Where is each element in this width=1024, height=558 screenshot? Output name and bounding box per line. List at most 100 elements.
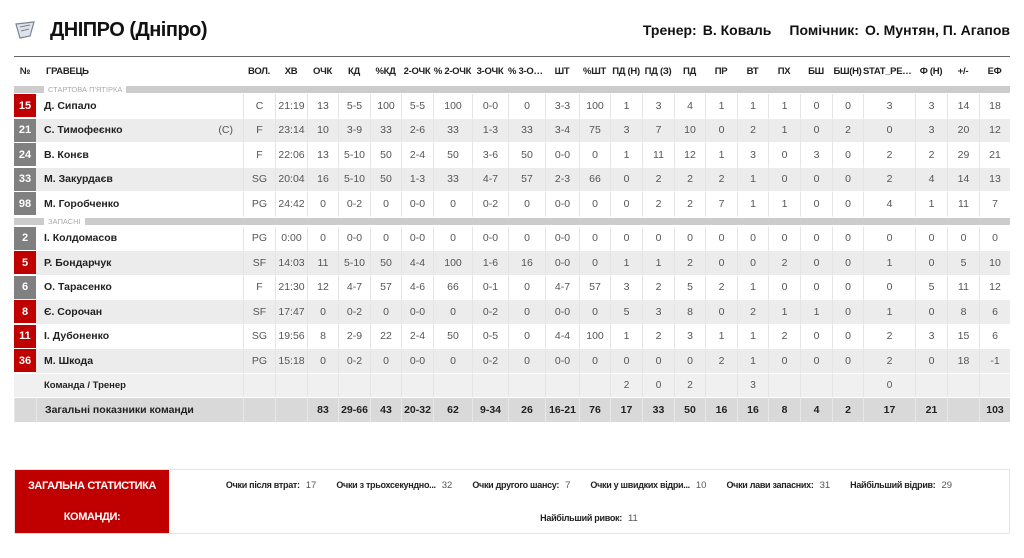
- player-name[interactable]: Д. Сипало: [44, 99, 97, 112]
- player-row[interactable]: 21 С. Тимофеєнко (C) F 23:14 10 3-9 33 2-6 33 1-3 3…: [14, 118, 1010, 143]
- column-header[interactable]: ПД (З): [644, 65, 672, 77]
- column-header[interactable]: STAT_PERS...: [863, 65, 915, 77]
- team-stats-list: Очки після втрат: 17 Очки з трьохсекундно.…: [169, 470, 1009, 533]
- player-number-cell: 98: [14, 192, 36, 217]
- player-name[interactable]: Р. Бондарчук: [44, 256, 112, 269]
- stat-cell: 0: [579, 349, 610, 374]
- stat-cell: F: [243, 118, 275, 143]
- stat-cell: 0: [768, 349, 800, 374]
- column-header[interactable]: %ШТ: [583, 65, 606, 77]
- column-header[interactable]: ВОЛ.: [248, 65, 270, 77]
- column-header[interactable]: ХВ: [284, 65, 298, 77]
- player-name-cell[interactable]: Є. Сорочан: [36, 300, 243, 325]
- player-name-cell[interactable]: М. Горобченко: [36, 192, 243, 217]
- player-name-cell[interactable]: Д. Сипало: [36, 94, 243, 119]
- stat-cell: 7: [642, 118, 674, 143]
- stat-cell: 0: [863, 275, 915, 300]
- stat-cell: 2: [832, 398, 863, 423]
- column-header[interactable]: №: [19, 65, 31, 77]
- player-row[interactable]: 6 О. Тарасенко F 21:30 12 4-7 57 4-6 66 0-1 0 4-7 57…: [14, 275, 1010, 300]
- player-name[interactable]: С. Тимофеєнко: [44, 124, 123, 137]
- player-name[interactable]: І. Колдомасов: [44, 232, 118, 245]
- column-header[interactable]: ПР: [714, 65, 728, 77]
- player-name-cell[interactable]: В. Конєв: [36, 143, 243, 168]
- player-row[interactable]: 5 Р. Бондарчук SF 14:03 11 5-10 50 4-4 100 1-6 16 0…: [14, 251, 1010, 276]
- column-header[interactable]: %КД: [375, 65, 396, 77]
- player-row[interactable]: 11 І. Дубоненко SG 19:56 8 2-9 22 2-4 50 0-5 0 4-4 1…: [14, 324, 1010, 349]
- column-header[interactable]: ПД (Н): [612, 65, 640, 77]
- player-name-cell[interactable]: Р. Бондарчук: [36, 251, 243, 276]
- stat-cell: 8: [307, 324, 338, 349]
- player-number-cell: 5: [14, 251, 36, 276]
- stat-cell: 0: [508, 300, 545, 325]
- stat-cell: 4: [863, 192, 915, 217]
- stat-cell: 0: [370, 226, 401, 251]
- stat-cell: 0-0: [338, 226, 370, 251]
- stat-cell: 16-21: [545, 398, 579, 423]
- player-name[interactable]: Є. Сорочан: [44, 305, 103, 318]
- stat-cell: 0-0: [401, 192, 433, 217]
- player-row[interactable]: 8 Є. Сорочан SF 17:47 0 0-2 0 0-0 0 0-2 0 0-0 0 5 3 8 0 2…: [14, 300, 1010, 325]
- column-header[interactable]: БШ(Н): [833, 65, 862, 77]
- column-header[interactable]: +/-: [957, 65, 969, 77]
- stat-cell: 0: [508, 94, 545, 119]
- player-name[interactable]: М. Горобченко: [44, 197, 120, 210]
- stat-cell: [579, 373, 610, 398]
- stat-cell: 4-6: [401, 275, 433, 300]
- stat-cell: 0-2: [472, 300, 508, 325]
- column-header[interactable]: ЕФ: [987, 65, 1002, 77]
- column-header[interactable]: 3-ОЧК: [476, 65, 504, 77]
- player-row[interactable]: 33 М. Закурдаєв SG 20:04 16 5-10 50 1-3 33 4-7 57 2…: [14, 167, 1010, 192]
- stat-cell: 17:47: [275, 300, 307, 325]
- player-name-cell[interactable]: С. Тимофеєнко (C): [36, 118, 243, 143]
- stat-cell: 5: [915, 275, 947, 300]
- stat-cell: 11: [947, 192, 979, 217]
- stat-cell: 3: [800, 143, 832, 168]
- player-name-cell[interactable]: М. Закурдаєв: [36, 167, 243, 192]
- player-row[interactable]: 24 В. Конєв F 22:06 13 5-10 50 2-4 50 3-6 50 0-0 0 1 1…: [14, 143, 1010, 168]
- player-name-cell[interactable]: І. Дубоненко: [36, 324, 243, 349]
- player-name[interactable]: О. Тарасенко: [44, 281, 112, 294]
- player-row[interactable]: 98 М. Горобченко PG 24:42 0 0-2 0 0-0 0 0-2 0 0-0 0 0…: [14, 192, 1010, 217]
- column-header[interactable]: ПД: [683, 65, 696, 77]
- column-header[interactable]: ГРАВЕЦЬ: [46, 65, 89, 77]
- column-header[interactable]: ШТ: [554, 65, 570, 77]
- team-stats-label: ЗАГАЛЬНА СТАТИСТИКА КОМАНДИ:: [15, 470, 169, 533]
- player-number-cell: 8: [14, 300, 36, 325]
- column-header[interactable]: Ф (Н): [919, 65, 943, 77]
- stat-cell: 0-0: [545, 300, 579, 325]
- stat-cell: 2: [642, 324, 674, 349]
- column-header[interactable]: 2-ОЧК: [403, 65, 431, 77]
- stat-cell: 0-0: [401, 349, 433, 374]
- player-name[interactable]: М. Шкода: [44, 354, 94, 367]
- stat-cell: 15:18: [275, 349, 307, 374]
- column-header[interactable]: ОЧК: [313, 65, 332, 77]
- player-name[interactable]: М. Закурдаєв: [44, 173, 113, 186]
- stat-cell: 0: [705, 251, 737, 276]
- stat-cell: 3: [915, 118, 947, 143]
- stat-cell: 6: [979, 324, 1010, 349]
- column-header[interactable]: БШ: [808, 65, 824, 77]
- player-name-cell[interactable]: І. Колдомасов: [36, 226, 243, 251]
- player-name-cell[interactable]: М. Шкода: [36, 349, 243, 374]
- stat-cell: 100: [433, 94, 472, 119]
- column-header[interactable]: % 3-ОЧК: [508, 65, 545, 77]
- player-row[interactable]: 2 І. Колдомасов PG 0:00 0 0-0 0 0-0 0 0-0 0 0-0 0 0 0 0…: [14, 226, 1010, 251]
- stat-cell: 66: [579, 167, 610, 192]
- player-name-cell[interactable]: О. Тарасенко: [36, 275, 243, 300]
- stat-cell: 0: [370, 349, 401, 374]
- column-header[interactable]: ВТ: [746, 65, 759, 77]
- team-stat-item: Найбільший ривок: 11: [540, 513, 638, 524]
- stat-cell: 3-4: [545, 118, 579, 143]
- player-row[interactable]: 36 М. Шкода PG 15:18 0 0-2 0 0-0 0 0-2 0 0-0 0 0 0 0 2 1 0…: [14, 349, 1010, 374]
- stat-cell: 2: [674, 373, 705, 398]
- stat-cell: 3: [610, 118, 642, 143]
- player-row[interactable]: 15 Д. Сипало C 21:19 13 5-5 100 5-5 100 0-0 0 3-3 10…: [14, 94, 1010, 119]
- player-name[interactable]: В. Конєв: [44, 148, 89, 161]
- stat-cell: 0-0: [401, 300, 433, 325]
- column-header[interactable]: КД: [348, 65, 360, 77]
- player-name[interactable]: І. Дубоненко: [44, 330, 110, 343]
- team-totals-row-label: Загальні показники команди: [36, 398, 243, 423]
- column-header[interactable]: % 2-ОЧК: [433, 65, 472, 77]
- column-header[interactable]: ПХ: [777, 65, 791, 77]
